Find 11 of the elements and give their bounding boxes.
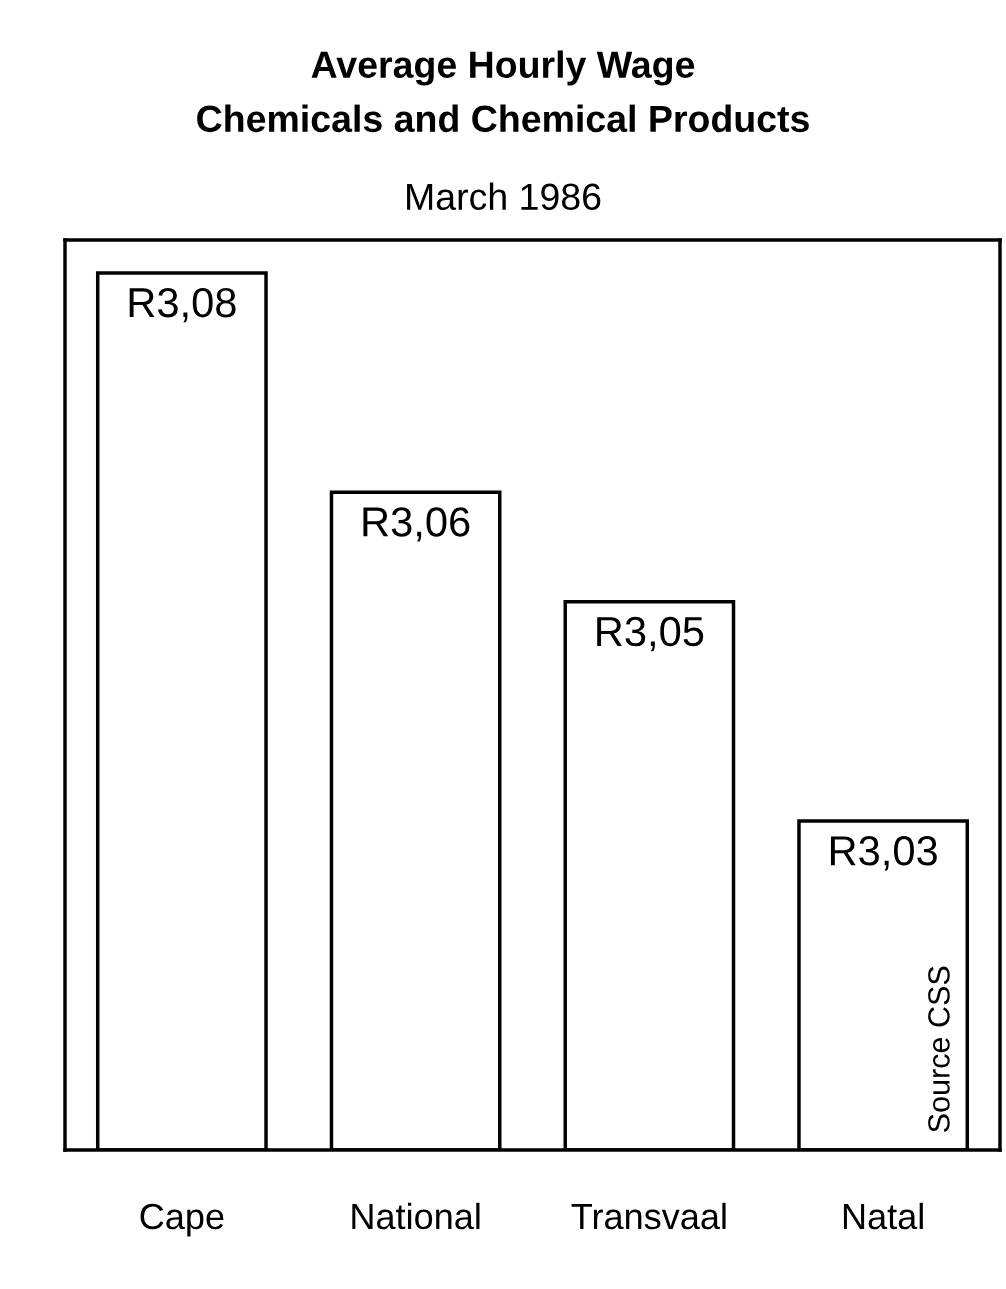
x-tick-label: Natal [843,1202,923,1230]
annotation: Source CSS [928,966,950,1132]
data-label: R3,08 [129,287,236,323]
x-tick-label: Cape [140,1203,224,1237]
x-tick-label: National [352,1202,480,1230]
chart-subtitle: March 1986 [407,182,601,211]
data-label: R3,03 [830,836,937,871]
chart-title: Average Hourly Wage Chemicals and Chemical Products [197,50,809,133]
data-label: R3,06 [363,507,470,542]
x-tick-label: Transvaal [571,1202,726,1230]
data-label: R3,05 [597,616,704,652]
